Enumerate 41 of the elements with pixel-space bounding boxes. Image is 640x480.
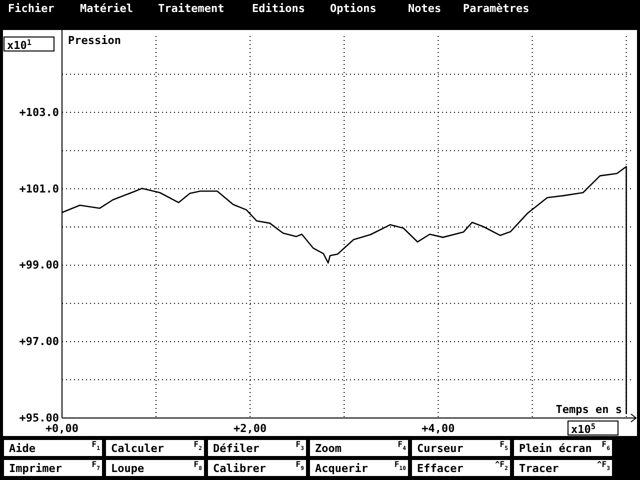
text: Acquerir: [315, 462, 368, 475]
y-tick-label: +97.00: [19, 335, 59, 348]
text: F$_{10}$: [394, 460, 407, 472]
text: Calculer: [111, 442, 164, 455]
text: Plein écran: [519, 442, 592, 455]
text: ^F$_{3}$: [596, 460, 610, 472]
text: Loupe: [111, 462, 144, 475]
text: F$_{8}$: [194, 460, 203, 472]
x-tick-label: +4,00: [422, 422, 455, 435]
text: Calibrer: [213, 462, 266, 475]
text: Défiler: [213, 442, 260, 455]
text: ^F$_{2}$: [494, 460, 508, 472]
text: Notes: [408, 2, 442, 15]
y-tick-label: +99.00: [19, 258, 59, 272]
y-axis-title: Pression: [68, 34, 121, 47]
text: Fichier: [8, 2, 55, 15]
text: F$_{1}$: [92, 440, 101, 452]
text: F$_{5}$: [500, 440, 508, 452]
text: Options: [330, 2, 376, 15]
text: Traitement: [158, 2, 224, 15]
y-tick-label: +101.0: [19, 182, 59, 196]
text: F$_{6}$: [602, 440, 611, 452]
text: Tracer: [519, 462, 560, 475]
x-tick-label: +2,00: [234, 422, 267, 435]
text: Imprimer: [9, 462, 62, 475]
text: F$_{9}$: [296, 460, 305, 472]
text: Paramètres: [463, 2, 530, 15]
text: F$_{3}$: [296, 440, 304, 452]
text: Matériel: [80, 2, 133, 15]
text: Zoom: [315, 442, 342, 455]
y-tick-label: +103.0: [19, 106, 59, 119]
text: Aide: [9, 442, 36, 455]
text: Effacer: [417, 462, 464, 475]
text: Curseur: [417, 442, 464, 455]
text: F$_{2}$: [194, 440, 202, 452]
text: Editions: [252, 2, 305, 15]
text: x10$^{1}$: [7, 38, 32, 52]
text: x10$^{5}$: [571, 422, 596, 436]
text: F$_{7}$: [92, 460, 100, 472]
x-axis-title: Temps en s: [556, 403, 622, 416]
text: F$_{4}$: [398, 440, 407, 452]
